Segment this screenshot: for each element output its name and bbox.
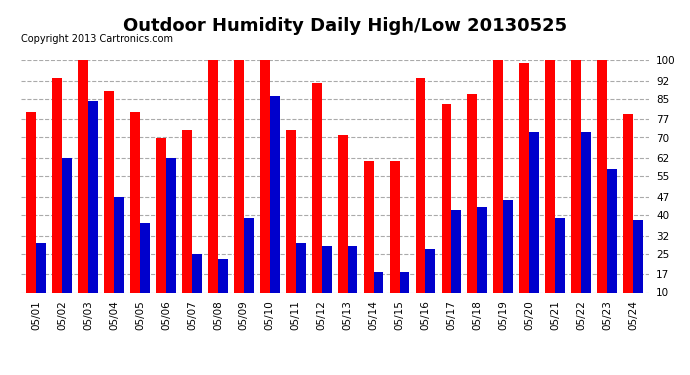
Bar [182,130,192,292]
Bar [555,217,565,292]
Bar [364,161,373,292]
Bar [296,243,306,292]
Bar [623,114,633,292]
Bar [400,272,409,292]
Bar [529,132,539,292]
Bar [426,249,435,292]
Bar [312,83,322,292]
Bar [607,168,617,292]
Bar [415,78,426,292]
Bar [390,161,400,292]
Bar [348,246,357,292]
Bar [545,60,555,292]
Bar [468,94,477,292]
Text: Outdoor Humidity Daily High/Low 20130525: Outdoor Humidity Daily High/Low 20130525 [123,17,567,35]
Bar [520,63,529,292]
Bar [493,60,503,292]
Bar [322,246,331,292]
Bar [88,101,98,292]
Bar [26,112,37,292]
Bar [451,210,462,292]
Bar [260,60,270,292]
Bar [208,60,218,292]
Bar [140,223,150,292]
Bar [62,158,72,292]
Bar [37,243,46,292]
Bar [166,158,176,292]
Bar [571,60,581,292]
Bar [633,220,643,292]
Bar [503,200,513,292]
Bar [270,96,279,292]
Bar [286,130,296,292]
Bar [156,138,166,292]
Bar [581,132,591,292]
Bar [244,217,254,292]
Bar [192,254,201,292]
Bar [130,112,140,292]
Bar [114,197,124,292]
Bar [442,104,451,292]
Bar [104,91,114,292]
Bar [218,259,228,292]
Bar [52,78,62,292]
Bar [373,272,384,292]
Bar [338,135,348,292]
Bar [78,60,88,292]
Bar [598,60,607,292]
Bar [477,207,487,292]
Text: Copyright 2013 Cartronics.com: Copyright 2013 Cartronics.com [21,34,172,44]
Bar [234,60,244,292]
